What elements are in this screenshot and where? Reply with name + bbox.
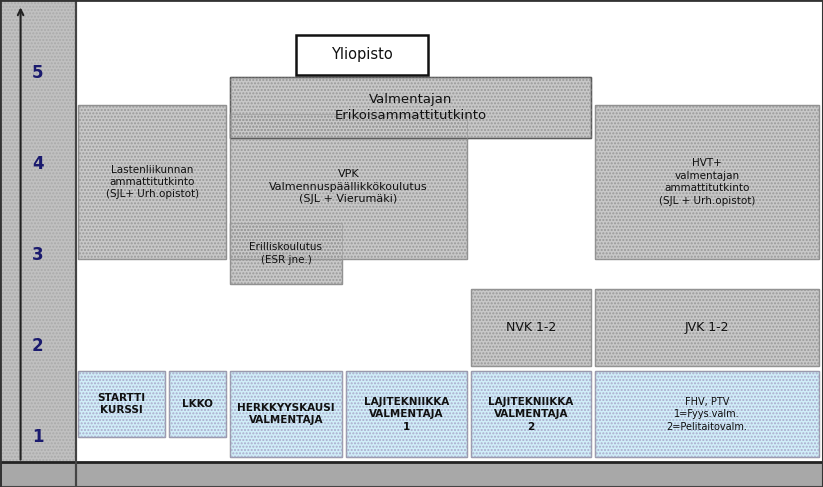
Bar — [78, 372, 165, 437]
Bar — [595, 105, 819, 260]
Text: LKKO: LKKO — [182, 399, 213, 409]
Bar — [595, 289, 819, 366]
Text: LAJITEKNIIKKA
VALMENTAJA
1: LAJITEKNIIKKA VALMENTAJA 1 — [364, 397, 449, 431]
Text: FHV, PTV
1=Fyys.valm.
2=Pelitaitovalm.: FHV, PTV 1=Fyys.valm. 2=Pelitaitovalm. — [667, 397, 747, 431]
Bar — [296, 35, 428, 75]
Bar — [78, 372, 165, 437]
Bar — [346, 372, 467, 457]
Text: 2: 2 — [32, 337, 44, 355]
Text: Valmentajan
Erikoisammattitutkinto: Valmentajan Erikoisammattitutkinto — [335, 94, 486, 122]
Text: 5: 5 — [32, 64, 44, 82]
Bar — [595, 289, 819, 366]
Bar — [471, 289, 591, 366]
Text: 4: 4 — [32, 155, 44, 173]
Bar — [230, 223, 342, 284]
Text: VPK
Valmennuspäällikkökoulutus
(SJL + Vierumäki): VPK Valmennuspäällikkökoulutus (SJL + Vi… — [269, 169, 428, 204]
Text: LAJITEKNIIKKA
VALMENTAJA
2: LAJITEKNIIKKA VALMENTAJA 2 — [488, 397, 574, 431]
Bar — [230, 77, 591, 138]
Bar — [230, 77, 591, 138]
Bar — [595, 372, 819, 457]
Text: STARTTI
KURSSI: STARTTI KURSSI — [97, 393, 146, 415]
Bar — [471, 289, 591, 366]
Text: Lastenliikunnan
ammattitutkinto
(SJL+ Urh.opistot): Lastenliikunnan ammattitutkinto (SJL+ Ur… — [105, 165, 199, 200]
Bar — [595, 372, 819, 457]
Bar — [0, 0, 76, 487]
Bar — [0, 0, 76, 487]
Bar — [595, 105, 819, 260]
Text: NVK 1-2: NVK 1-2 — [505, 321, 556, 334]
Text: Erilliskoulutus
(ESR jne.): Erilliskoulutus (ESR jne.) — [249, 243, 323, 265]
Bar — [471, 372, 591, 457]
Bar — [346, 372, 467, 457]
Text: Yliopisto: Yliopisto — [331, 47, 393, 62]
Bar — [169, 372, 226, 437]
Text: 3: 3 — [32, 246, 44, 264]
Bar — [471, 372, 591, 457]
Bar — [0, 463, 823, 487]
Bar — [0, 0, 76, 487]
Bar — [78, 105, 226, 260]
Bar — [230, 372, 342, 457]
Text: HERKKYYSKAUSI
VALMENTAJA: HERKKYYSKAUSI VALMENTAJA — [237, 403, 335, 425]
Bar — [78, 105, 226, 260]
Text: HVT+
valmentajan
ammattitutkinto
(SJL + Urh.opistot): HVT+ valmentajan ammattitutkinto (SJL + … — [658, 158, 756, 206]
Bar — [230, 223, 342, 284]
Bar — [230, 114, 467, 260]
Bar — [169, 372, 226, 437]
Bar — [230, 372, 342, 457]
Bar — [230, 114, 467, 260]
Text: 1: 1 — [32, 428, 44, 446]
Text: JVK 1-2: JVK 1-2 — [685, 321, 729, 334]
